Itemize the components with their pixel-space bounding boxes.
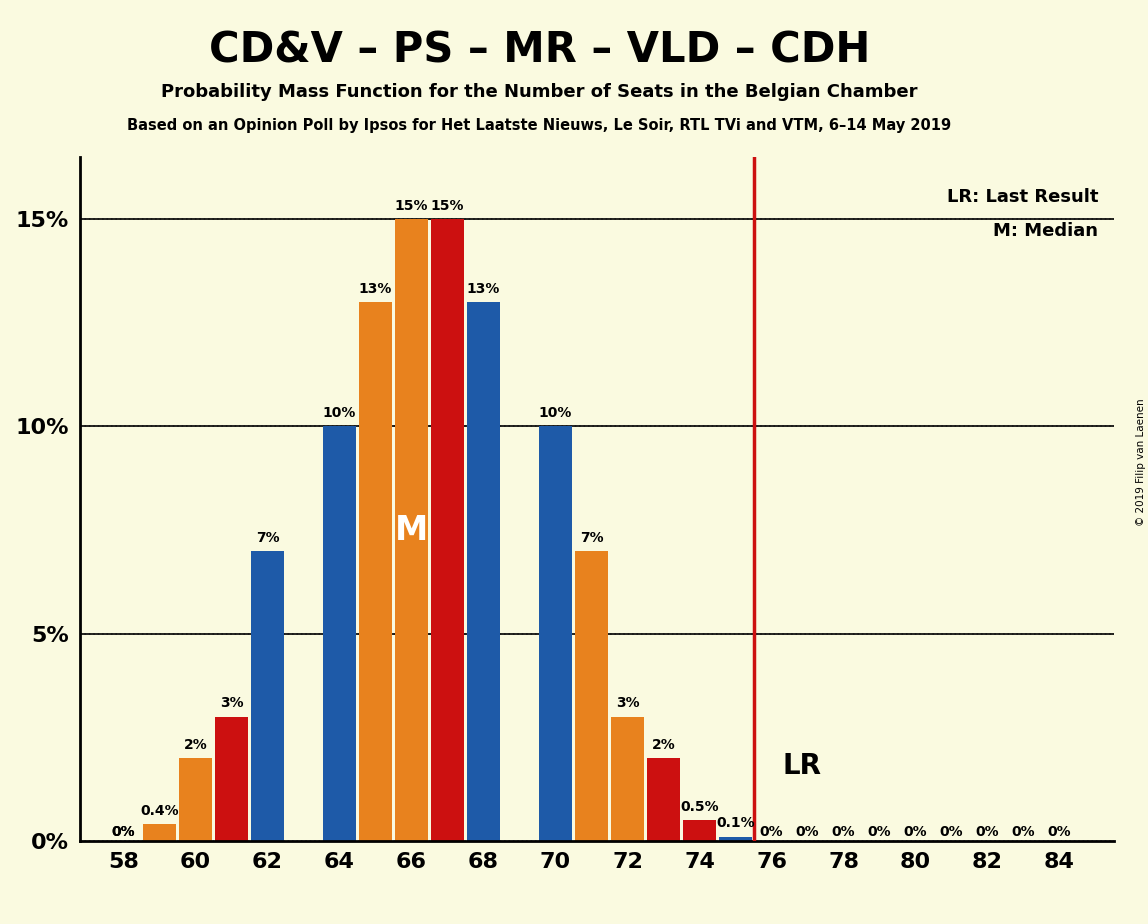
Bar <box>647 758 680 841</box>
Text: 0%: 0% <box>796 825 820 839</box>
Text: LR: Last Result: LR: Last Result <box>947 188 1097 206</box>
Text: 3%: 3% <box>219 697 243 711</box>
Bar <box>216 716 248 841</box>
Text: 0.1%: 0.1% <box>716 817 755 831</box>
Text: 0%: 0% <box>832 825 855 839</box>
Text: Based on an Opinion Poll by Ipsos for Het Laatste Nieuws, Le Soir, RTL TVi and V: Based on an Opinion Poll by Ipsos for He… <box>127 118 952 133</box>
Text: LR: LR <box>782 752 821 780</box>
Text: M: Median: M: Median <box>993 222 1097 240</box>
Text: 3%: 3% <box>615 697 639 711</box>
Text: 0%: 0% <box>111 825 135 839</box>
Text: 0%: 0% <box>760 825 783 839</box>
Text: 0.4%: 0.4% <box>140 804 179 818</box>
Text: 0%: 0% <box>976 825 1000 839</box>
Text: 0%: 0% <box>868 825 891 839</box>
Text: 13%: 13% <box>359 282 393 296</box>
Text: © 2019 Filip van Laenen: © 2019 Filip van Laenen <box>1135 398 1146 526</box>
Bar <box>324 427 356 841</box>
Bar <box>683 821 715 841</box>
Text: 13%: 13% <box>467 282 501 296</box>
Bar <box>540 427 572 841</box>
Text: 10%: 10% <box>538 407 572 420</box>
Bar <box>179 758 211 841</box>
Bar <box>359 302 391 841</box>
Text: 0%: 0% <box>940 825 963 839</box>
Bar <box>467 302 499 841</box>
Bar <box>575 551 607 841</box>
Bar <box>144 824 176 841</box>
Text: 0%: 0% <box>111 825 135 839</box>
Text: 0%: 0% <box>1011 825 1035 839</box>
Text: 15%: 15% <box>430 199 464 213</box>
Bar <box>720 837 752 841</box>
Text: 0%: 0% <box>903 825 928 839</box>
Text: 2%: 2% <box>652 737 675 752</box>
Bar <box>395 219 428 841</box>
Bar <box>432 219 464 841</box>
Text: 10%: 10% <box>323 407 356 420</box>
Text: CD&V – PS – MR – VLD – CDH: CD&V – PS – MR – VLD – CDH <box>209 30 870 71</box>
Text: 15%: 15% <box>395 199 428 213</box>
Text: 0%: 0% <box>1048 825 1071 839</box>
Text: 0.5%: 0.5% <box>681 800 719 814</box>
Text: M: M <box>395 514 428 546</box>
Text: 7%: 7% <box>580 530 604 544</box>
Text: 7%: 7% <box>256 530 279 544</box>
Text: Probability Mass Function for the Number of Seats in the Belgian Chamber: Probability Mass Function for the Number… <box>162 83 917 101</box>
Text: 2%: 2% <box>184 737 208 752</box>
Bar <box>612 716 644 841</box>
Bar <box>251 551 284 841</box>
